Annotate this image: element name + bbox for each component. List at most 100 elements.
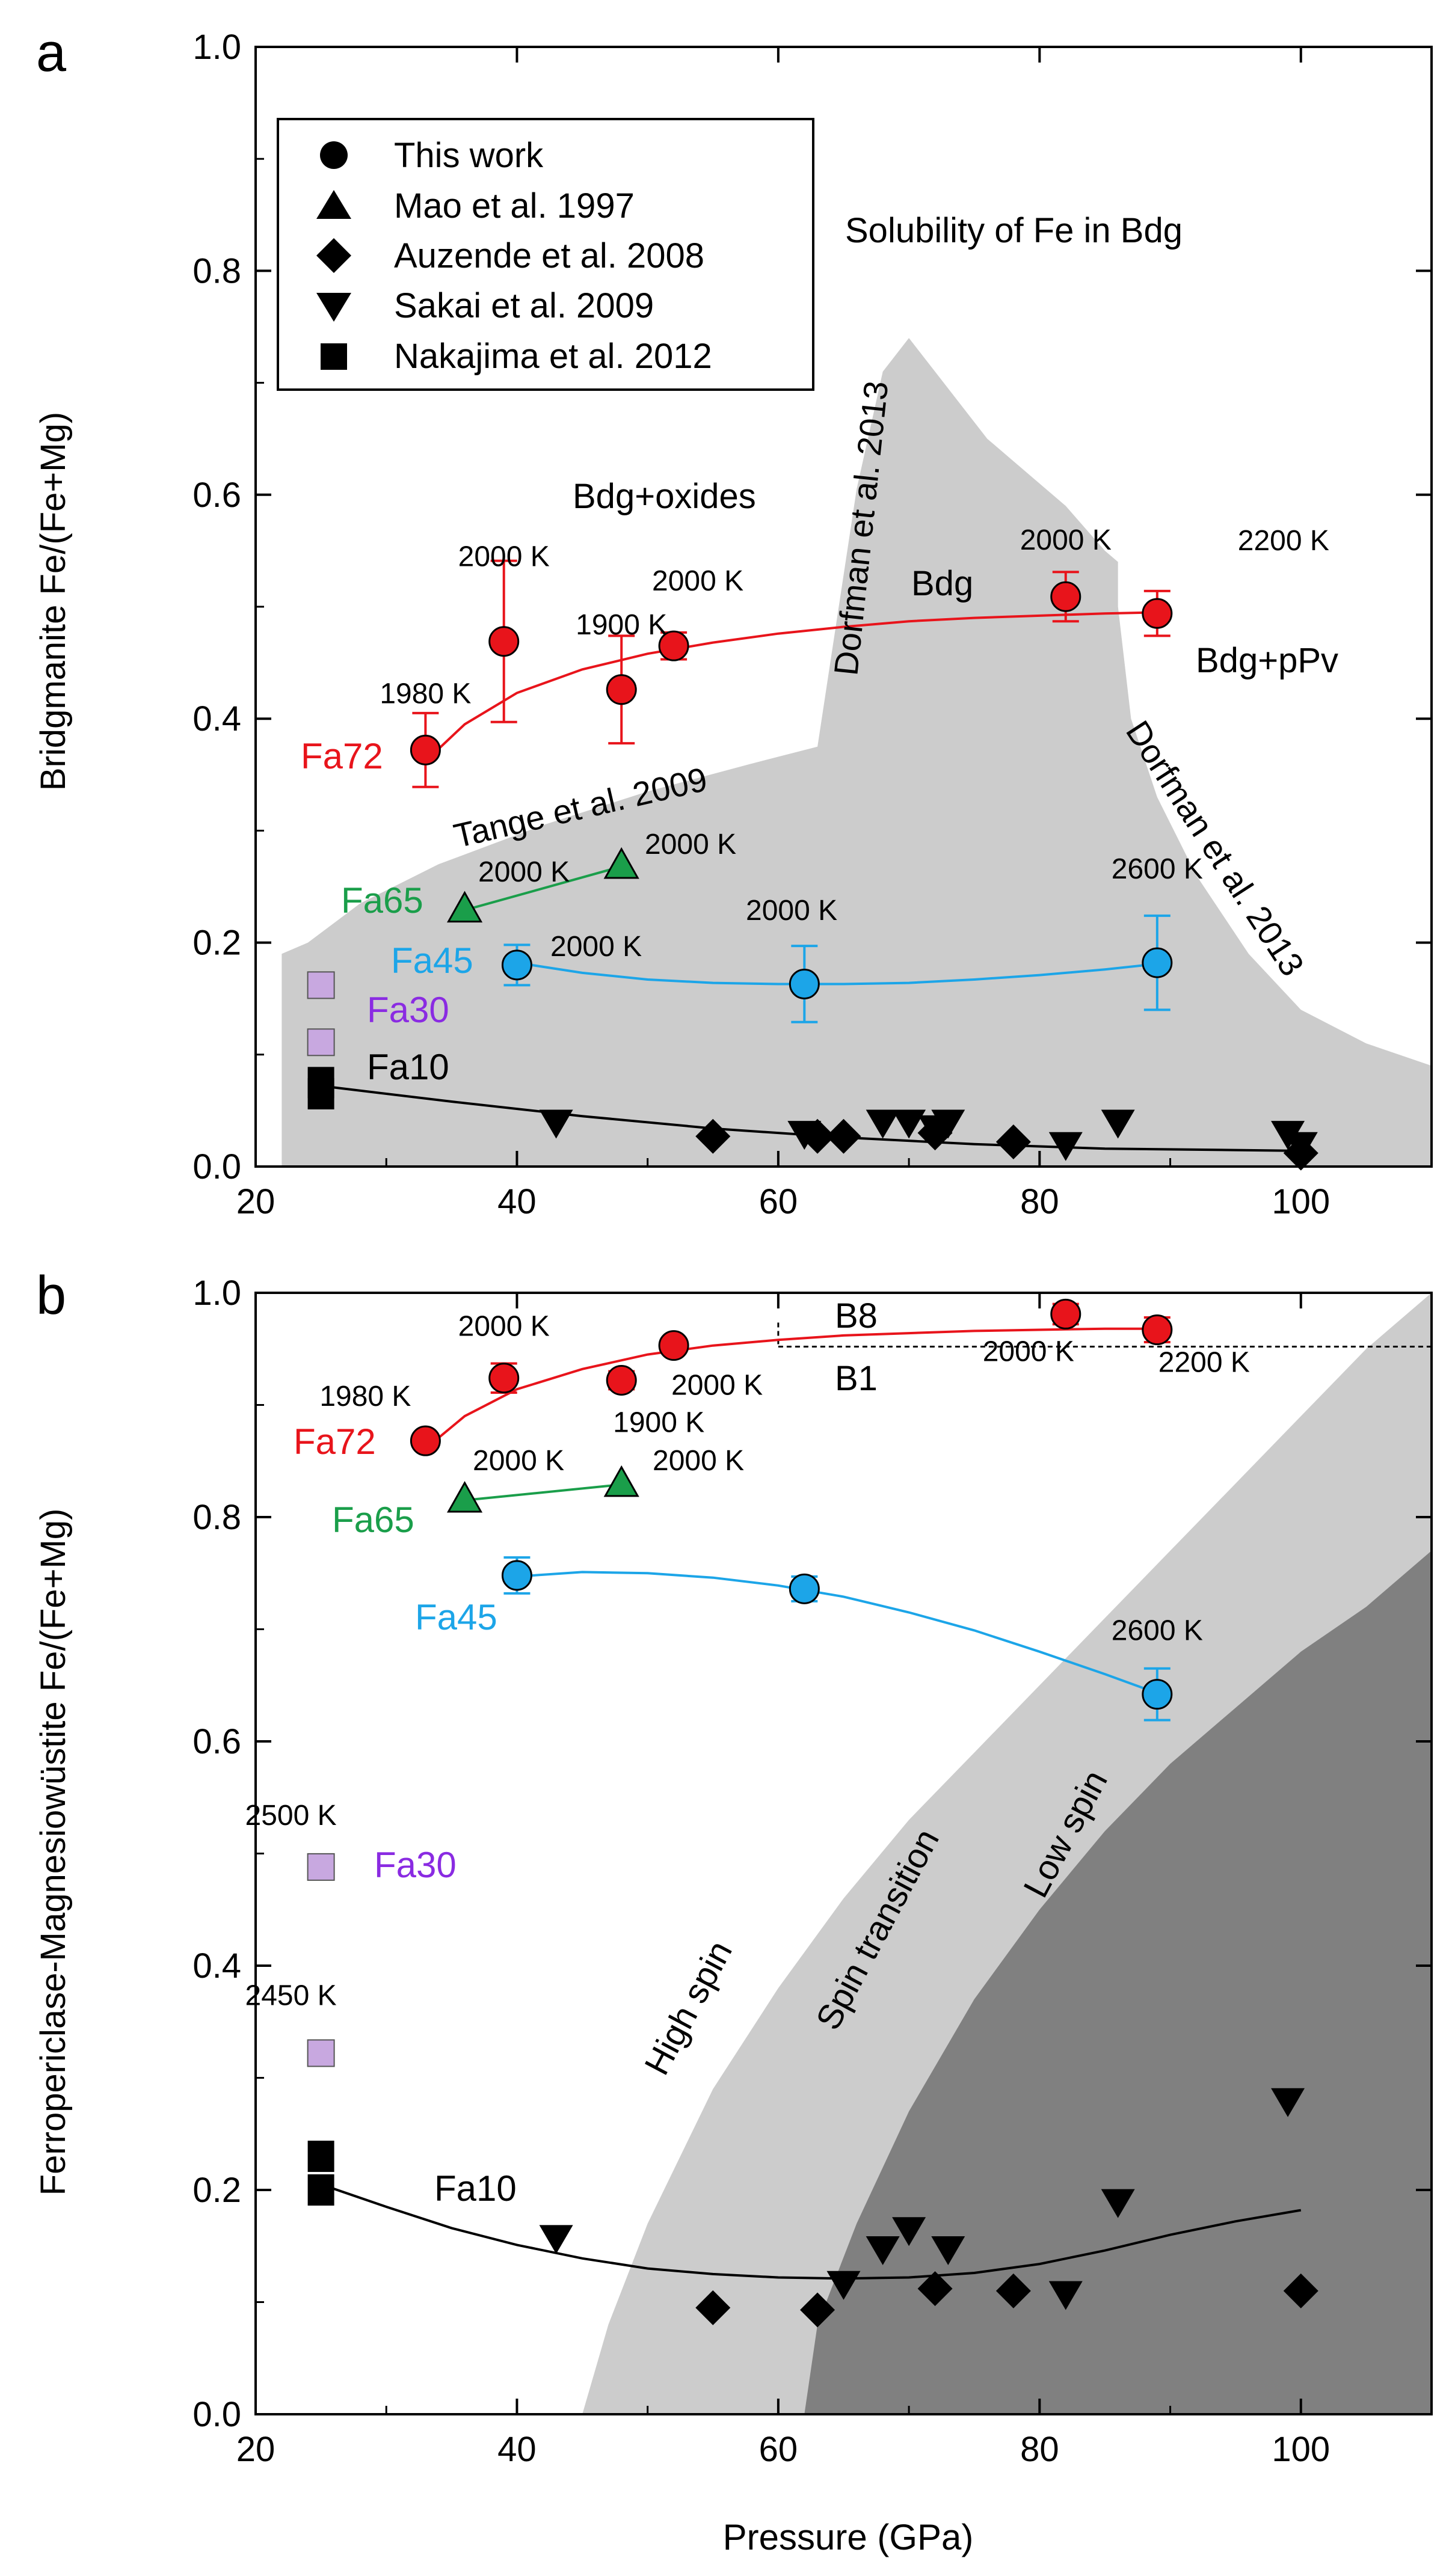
fa30-point	[307, 971, 335, 999]
fa30-point	[307, 1028, 335, 1056]
fa10-series-label: Fa10	[434, 2168, 517, 2209]
x-tick-label: 40	[497, 1182, 537, 1221]
fa45-temperature-label: 2600 K	[1112, 853, 1203, 885]
legend-diamond-marker	[316, 238, 351, 273]
y-tick-label: 0.8	[192, 1498, 241, 1537]
y-tick-label: 1.0	[192, 1274, 241, 1313]
fa45-series-label: Fa45	[415, 1597, 497, 1637]
fa72-series-label: Fa72	[301, 736, 383, 776]
fa72-temperature-label: 1980 K	[319, 1381, 411, 1412]
fa45-middle-temperature-label: 2000 K	[746, 895, 837, 927]
fa45-point	[1142, 947, 1173, 978]
b1-phase-label: B1	[835, 1359, 878, 1398]
bdg-ppv-annotation: Bdg+pPv	[1196, 641, 1338, 680]
x-tick-label: 40	[497, 2430, 537, 2469]
fa72-point	[606, 1364, 637, 1396]
high-spin-annotation: High spin	[637, 1934, 740, 2081]
legend-label: Nakajima et al. 2012	[394, 337, 712, 376]
fa72-temperature-label: 1980 K	[380, 678, 471, 710]
fa72-fit-line	[425, 611, 1157, 762]
fa65-point	[446, 1480, 483, 1513]
fa10-point	[307, 2174, 334, 2206]
fa72-point	[410, 1425, 441, 1456]
sakai-et-al-2009-point	[1048, 2281, 1083, 2310]
fa65-series-label: Fa65	[332, 1500, 414, 1540]
fa65-left-temperature-label: 2000 K	[473, 1445, 564, 1477]
legend-box	[277, 118, 814, 391]
fa45-point	[501, 949, 532, 981]
y-tick-label: 1.0	[192, 28, 241, 67]
low-spin-region	[804, 1550, 1432, 2414]
fa65-right-temperature-label: 2000 K	[653, 1445, 744, 1477]
legend: This work Mao et al. 1997 Auzende et al.…	[277, 118, 814, 391]
fa72-temperature-label: 1900 K	[576, 609, 667, 641]
fa30-point	[307, 2039, 335, 2067]
auzende-et-al-2008-point	[826, 1118, 861, 1154]
auzende-et-al-2008-point	[917, 2271, 953, 2307]
fa45-left-temperature-label: 2000 K	[550, 931, 642, 963]
sakai-et-al-2009-point	[931, 1109, 965, 1139]
panel-b-label: b	[36, 1266, 66, 1326]
legend-triangle-down-marker	[316, 293, 351, 322]
legend-entry-auzende-2008: Auzende et al. 2008	[316, 236, 704, 275]
fa10-series-label: Fa10	[367, 1047, 449, 1087]
y-tick-label: 0.6	[192, 476, 241, 515]
legend-label: This work	[394, 136, 544, 175]
fa65-left-temperature-label: 2000 K	[478, 856, 570, 888]
x-tick-label: 100	[1272, 1182, 1330, 1221]
panel-b: b 20 40 60 80 100 0.0 0.2 0.4 0.6 0.8 1.0 1980 K 20…	[34, 1266, 1433, 2557]
fa45-point	[789, 968, 820, 999]
fa65-fit-line	[464, 1483, 622, 1501]
fa72-temperature-label: 2200 K	[1238, 525, 1329, 557]
sakai-et-al-2009-point	[1101, 1109, 1135, 1139]
fa72-temperature-label: 2000 K	[652, 565, 743, 597]
fa65-right-temperature-label: 2000 K	[645, 829, 736, 860]
fa30-temperature-label: 2500 K	[245, 1800, 337, 1832]
fa45-fit-line	[517, 1571, 1158, 1694]
fa72-temperature-label: 2000 K	[458, 1311, 550, 1343]
y-tick-label: 0.0	[192, 2395, 241, 2434]
fa65-point	[603, 847, 639, 879]
fa72-temperature-label: 2000 K	[1020, 524, 1112, 556]
fa65-fit-line	[464, 865, 622, 912]
bdg-oxides-annotation: Bdg+oxides	[573, 477, 756, 516]
fa72-point	[1050, 581, 1081, 612]
legend-label: Auzende et al. 2008	[394, 236, 704, 275]
auzende-et-al-2008-point	[800, 2292, 835, 2328]
panel-a-label: a	[36, 23, 67, 83]
y-tick-label: 0.4	[192, 699, 241, 738]
sakai-et-al-2009-point	[787, 1121, 822, 1150]
fa72-temperature-label: 1900 K	[613, 1406, 704, 1438]
fa65-point	[603, 1465, 639, 1497]
y-tick-label: 0.8	[192, 251, 241, 290]
fa65-series-label: Fa65	[341, 880, 423, 921]
sakai-et-al-2009-point	[1271, 2088, 1305, 2117]
x-tick-label: 80	[1020, 1182, 1059, 1221]
b8-phase-label: B8	[835, 1296, 878, 1336]
legend-square-marker	[321, 343, 347, 370]
fa30-point	[307, 1853, 335, 1881]
fa45-temperature-label: 2600 K	[1112, 1615, 1203, 1647]
sakai-et-al-2009-point	[1101, 2189, 1135, 2218]
fa72-point	[1142, 1314, 1173, 1346]
auzende-et-al-2008-point	[995, 1124, 1031, 1160]
fa72-temperature-label: 2000 K	[671, 1370, 763, 1402]
x-tick-label: 60	[759, 2430, 798, 2469]
fa72-point	[410, 734, 441, 765]
fa45-point	[1142, 1679, 1173, 1710]
fa72-point	[488, 626, 520, 657]
fa65-point	[446, 891, 483, 923]
fa72-point	[1050, 1298, 1081, 1329]
y-axis-label: Bridgmanite Fe/(Fe+Mg)	[34, 412, 73, 791]
fa72-fit-line	[425, 1327, 1157, 1450]
y-tick-label: 0.6	[192, 1722, 241, 1761]
fa45-series-label: Fa45	[391, 940, 473, 981]
legend-entry-sakai-2009: Sakai et al. 2009	[316, 286, 654, 325]
fa30-temperature-label: 2450 K	[245, 1980, 337, 2011]
sakai-et-al-2009-point	[866, 2236, 900, 2265]
auzende-et-al-2008-point	[995, 2273, 1031, 2308]
fa10-fit-line	[321, 1084, 1301, 1152]
y-tick-label: 0.0	[192, 1147, 241, 1186]
fa72-point	[658, 630, 689, 661]
